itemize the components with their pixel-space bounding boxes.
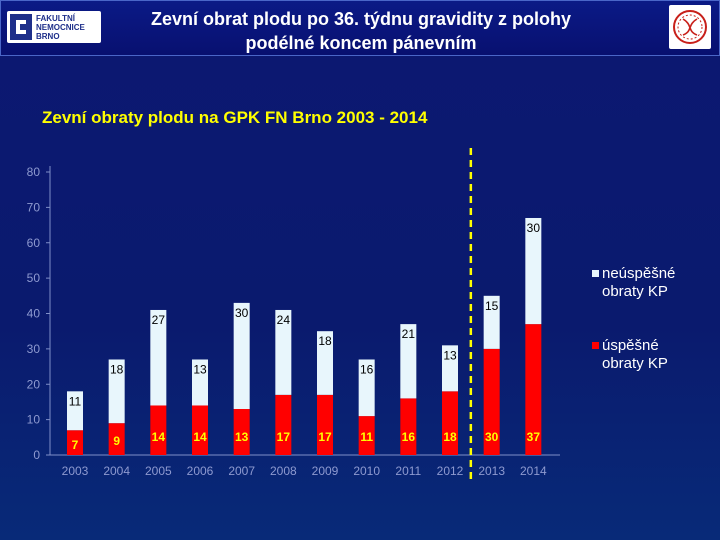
bar-unsuccessful: [67, 391, 83, 431]
data-label-successful: 14: [193, 430, 207, 444]
x-tick-label: 2003: [62, 464, 89, 478]
title-line-2: podélné koncem pánevním: [245, 33, 477, 53]
legend-swatch-unsuccessful: [592, 270, 599, 277]
x-tick-label: 2008: [270, 464, 297, 478]
data-label-successful: 17: [277, 430, 291, 444]
logo-line-3: BRNO: [36, 32, 60, 41]
title-line-1: Zevní obrat plodu po 36. týdnu gravidity…: [150, 9, 572, 29]
data-label-successful: 16: [402, 430, 416, 444]
bar-successful: [233, 409, 250, 455]
x-tick-label: 2006: [187, 464, 214, 478]
hospital-logo: FAKULTNÍ NEMOCNICE BRNO: [7, 11, 101, 43]
x-tick-label: 2012: [437, 464, 464, 478]
legend-label-successful: úspěšné obraty KP: [602, 337, 668, 372]
bar-successful: [317, 394, 333, 455]
logo-text: FAKULTNÍ NEMOCNICE BRNO: [36, 14, 100, 41]
bar-unsuccessful: [275, 309, 292, 395]
data-label-successful: 18: [443, 430, 457, 444]
bar-successful: [400, 398, 417, 455]
data-label-successful: 7: [72, 438, 79, 452]
bar-successful: [525, 324, 542, 455]
y-tick-label: 40: [27, 307, 41, 321]
hospital-emblem-icon: [669, 5, 711, 49]
data-label-successful: 9: [113, 434, 120, 448]
legend-swatch-successful: [592, 342, 599, 349]
bar-unsuccessful: [317, 331, 333, 395]
data-label-unsuccessful: 30: [527, 221, 541, 235]
x-tick-label: 2011: [395, 464, 421, 478]
x-tick-label: 2007: [228, 464, 255, 478]
legend-item-unsuccessful: neúspěšné obraty KP: [592, 265, 694, 301]
data-label-unsuccessful: 15: [485, 299, 499, 313]
chart-title: Zevní obraty plodu na GPK FN Brno 2003 -…: [42, 108, 428, 127]
data-label-unsuccessful: 13: [193, 362, 207, 376]
bar-successful: [150, 405, 167, 455]
bar-successful: [67, 430, 83, 455]
data-label-unsuccessful: 21: [402, 327, 416, 341]
bar-unsuccessful: [192, 359, 208, 406]
bar-unsuccessful: [108, 359, 125, 424]
data-label-successful: 30: [485, 430, 499, 444]
bar-unsuccessful: [442, 345, 458, 392]
legend-item-successful: úspěšné obraty KP: [592, 337, 694, 373]
x-tick-label: 2009: [312, 464, 339, 478]
data-label-unsuccessful: 30: [235, 306, 249, 320]
x-tick-label: 2005: [145, 464, 172, 478]
data-label-unsuccessful: 27: [152, 313, 166, 327]
y-tick-label: 80: [27, 165, 41, 179]
data-label-unsuccessful: 24: [277, 313, 291, 327]
legend-label-unsuccessful: neúspěšné obraty KP: [602, 265, 676, 300]
data-label-unsuccessful: 11: [69, 394, 82, 408]
data-label-unsuccessful: 16: [360, 362, 374, 376]
data-label-successful: 14: [152, 430, 166, 444]
y-tick-label: 50: [27, 271, 41, 285]
bar-unsuccessful: [358, 359, 375, 417]
x-tick-label: 2010: [353, 464, 380, 478]
x-tick-label: 2014: [520, 464, 547, 478]
y-tick-label: 0: [33, 448, 40, 462]
page-title: Zevní obrat plodu po 36. týdnu gravidity…: [111, 7, 611, 55]
data-label-successful: 13: [235, 430, 249, 444]
logo-line-1: FAKULTNÍ: [36, 14, 75, 23]
y-tick-label: 60: [27, 236, 41, 250]
data-label-successful: 37: [527, 430, 541, 444]
header-bar: FAKULTNÍ NEMOCNICE BRNO Zevní obrat plod…: [0, 0, 720, 56]
data-label-unsuccessful: 18: [318, 334, 332, 348]
bar-unsuccessful: [483, 295, 500, 349]
y-tick-label: 20: [27, 377, 41, 391]
bar-successful: [483, 348, 500, 455]
y-tick-label: 30: [27, 342, 41, 356]
logo-mark-icon: [10, 14, 32, 40]
data-label-unsuccessful: 18: [110, 362, 124, 376]
bar-successful: [192, 405, 208, 455]
bar-successful: [275, 394, 292, 455]
bar-successful: [442, 391, 458, 455]
bar-unsuccessful: [150, 309, 167, 406]
bar-unsuccessful: [525, 217, 542, 325]
x-tick-label: 2004: [103, 464, 130, 478]
logo-line-2: NEMOCNICE: [36, 23, 85, 32]
bar-unsuccessful: [233, 302, 250, 410]
y-tick-label: 10: [27, 413, 41, 427]
bar-successful: [108, 423, 125, 455]
data-label-unsuccessful: 13: [443, 348, 457, 362]
bar-unsuccessful: [400, 324, 417, 399]
data-label-successful: 11: [360, 430, 373, 444]
bar-successful: [358, 416, 375, 455]
x-tick-label: 2013: [478, 464, 505, 478]
y-tick-label: 70: [27, 200, 41, 214]
data-label-successful: 17: [318, 430, 332, 444]
